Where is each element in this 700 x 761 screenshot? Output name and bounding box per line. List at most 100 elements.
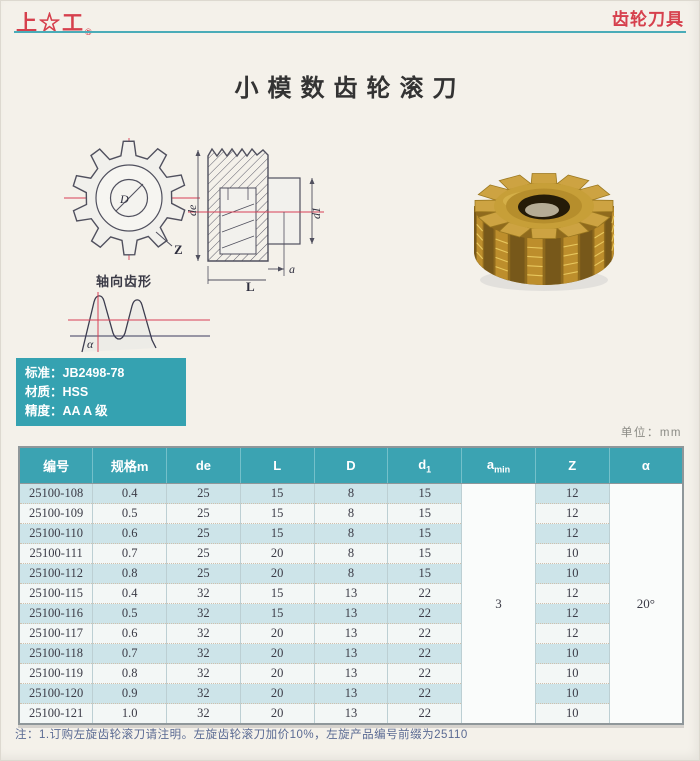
gear-section-drawing: de d1 a L [185, 136, 326, 294]
table-cell: 25100-120 [19, 683, 93, 704]
table-cell: 22 [387, 703, 462, 724]
table-cell: 32 [166, 703, 241, 724]
table-cell: 32 [166, 603, 241, 624]
unit-note: 单位：mm [621, 424, 682, 440]
table-cell: 15 [387, 543, 462, 564]
spec-value: AA A 级 [62, 403, 108, 418]
table-cell: 25100-109 [19, 503, 93, 524]
table-cell: 13 [313, 583, 388, 604]
table-cell: 25100-111 [19, 543, 93, 564]
thread-line-3 [221, 235, 255, 249]
table-cell: 13 [313, 603, 388, 624]
spec-label: 精度： [25, 403, 63, 418]
column-header: L [239, 447, 315, 484]
page-title: 小模数齿轮滚刀 [234, 75, 466, 102]
table-cell: 0.8 [92, 663, 167, 684]
table-cell: 15 [239, 503, 315, 524]
spec-box: 标准：JB2498-78 材质：HSS 精度：AA A 级 [16, 358, 186, 427]
table-cell: 10 [534, 703, 610, 724]
table-cell: 15 [239, 583, 315, 604]
table-cell: 3 [461, 483, 536, 724]
table-cell: 32 [166, 623, 241, 644]
table-cell: 25100-115 [19, 583, 93, 604]
spec-label: 材质： [25, 384, 63, 399]
header-rule [14, 31, 686, 33]
table-cell: 20 [239, 623, 315, 644]
table-cell: 0.5 [92, 503, 167, 524]
table-cell: 25 [166, 543, 241, 564]
table-cell: 22 [387, 583, 462, 604]
table-cell: 12 [534, 583, 610, 604]
table-cell: 22 [387, 623, 462, 644]
table-cell: 25 [166, 503, 241, 524]
table-cell: 32 [166, 663, 241, 684]
table-cell: 15 [239, 483, 315, 504]
a-arrow [278, 266, 284, 272]
product-photo [438, 136, 650, 306]
table-cell: 0.9 [92, 683, 167, 704]
label-L: L [246, 279, 255, 294]
table-cell: 25 [166, 483, 241, 504]
label-alpha: α [87, 337, 94, 351]
table-row: 25100-111 0.7 25 20 8 15 10 [19, 543, 683, 564]
thread-line-1 [221, 203, 255, 217]
table-cell: 25100-121 [19, 703, 93, 724]
table-cell: 13 [313, 643, 388, 664]
table-row: 25100-108 0.4 25 15 8 15 3 12 20° [19, 483, 683, 724]
spec-label: 标准： [25, 366, 63, 380]
gear-front-view-drawing: D Z [52, 134, 210, 266]
table-cell: 15 [387, 503, 462, 524]
table-row: 25100-116 0.5 32 15 13 22 12 [19, 603, 683, 624]
table-row: 25100-118 0.7 32 20 13 22 10 [19, 643, 683, 664]
table-cell: 13 [313, 663, 388, 684]
table-cell: 20 [239, 643, 315, 664]
table-cell: 10 [534, 683, 610, 704]
column-header: D [313, 447, 388, 484]
table-row: 25100-115 0.4 32 15 13 22 12 [19, 583, 683, 604]
table-row: 25100-109 0.5 25 15 8 15 12 [19, 503, 683, 524]
column-header: amin [461, 447, 536, 484]
table-cell: 22 [387, 683, 462, 704]
table-cell: 15 [387, 483, 462, 504]
table-cell: 10 [534, 543, 610, 564]
table-row: 25100-121 1.0 32 20 13 22 10 [19, 703, 683, 724]
table-cell: 15 [239, 523, 315, 544]
table-cell: 15 [387, 523, 462, 544]
unit-label: 单位： [620, 427, 660, 439]
column-header: d1 [387, 447, 462, 484]
table-row: 25100-117 0.6 32 20 13 22 12 [19, 623, 683, 644]
axial-profile-label: 轴向齿形 [96, 274, 153, 289]
column-header: Z [534, 447, 610, 484]
table-cell: 15 [239, 603, 315, 624]
label-a: a [289, 262, 295, 276]
table-cell: 13 [313, 683, 388, 704]
axial-profile-drawing: α [64, 290, 214, 354]
table-cell: 8 [313, 503, 388, 524]
table-cell: 25100-116 [19, 603, 93, 624]
table-cell: 8 [313, 563, 388, 584]
table-cell: 8 [313, 483, 388, 504]
table-cell: 12 [534, 503, 610, 524]
column-header: 编号 [19, 447, 93, 484]
table-cell: 8 [313, 523, 388, 544]
spec-value: JB2498-78 [62, 366, 125, 380]
page-category: 齿轮刀具 [612, 10, 684, 29]
table-cell: 0.6 [92, 623, 167, 644]
table-cell: 0.4 [92, 483, 167, 504]
table-cell: 1.0 [92, 703, 167, 724]
thread-line-2 [221, 219, 255, 233]
table-body: 25100-108 0.4 25 15 8 15 3 12 20° 25100-109 0.5 25 1… [19, 483, 683, 724]
table-cell: 0.7 [92, 543, 167, 564]
column-header: de [166, 447, 241, 484]
table-cell: 25100-110 [19, 523, 93, 544]
table-cell: 15 [387, 563, 462, 584]
table-cell: 12 [534, 483, 610, 504]
table-cell: 25100-118 [19, 643, 93, 664]
table-cell: 25100-117 [19, 623, 93, 644]
bore-window [219, 187, 257, 255]
table-cell: 25100-108 [19, 483, 93, 504]
unit-value: mm [659, 427, 682, 439]
label-de: de [188, 204, 199, 216]
table-cell: 20 [239, 703, 315, 724]
